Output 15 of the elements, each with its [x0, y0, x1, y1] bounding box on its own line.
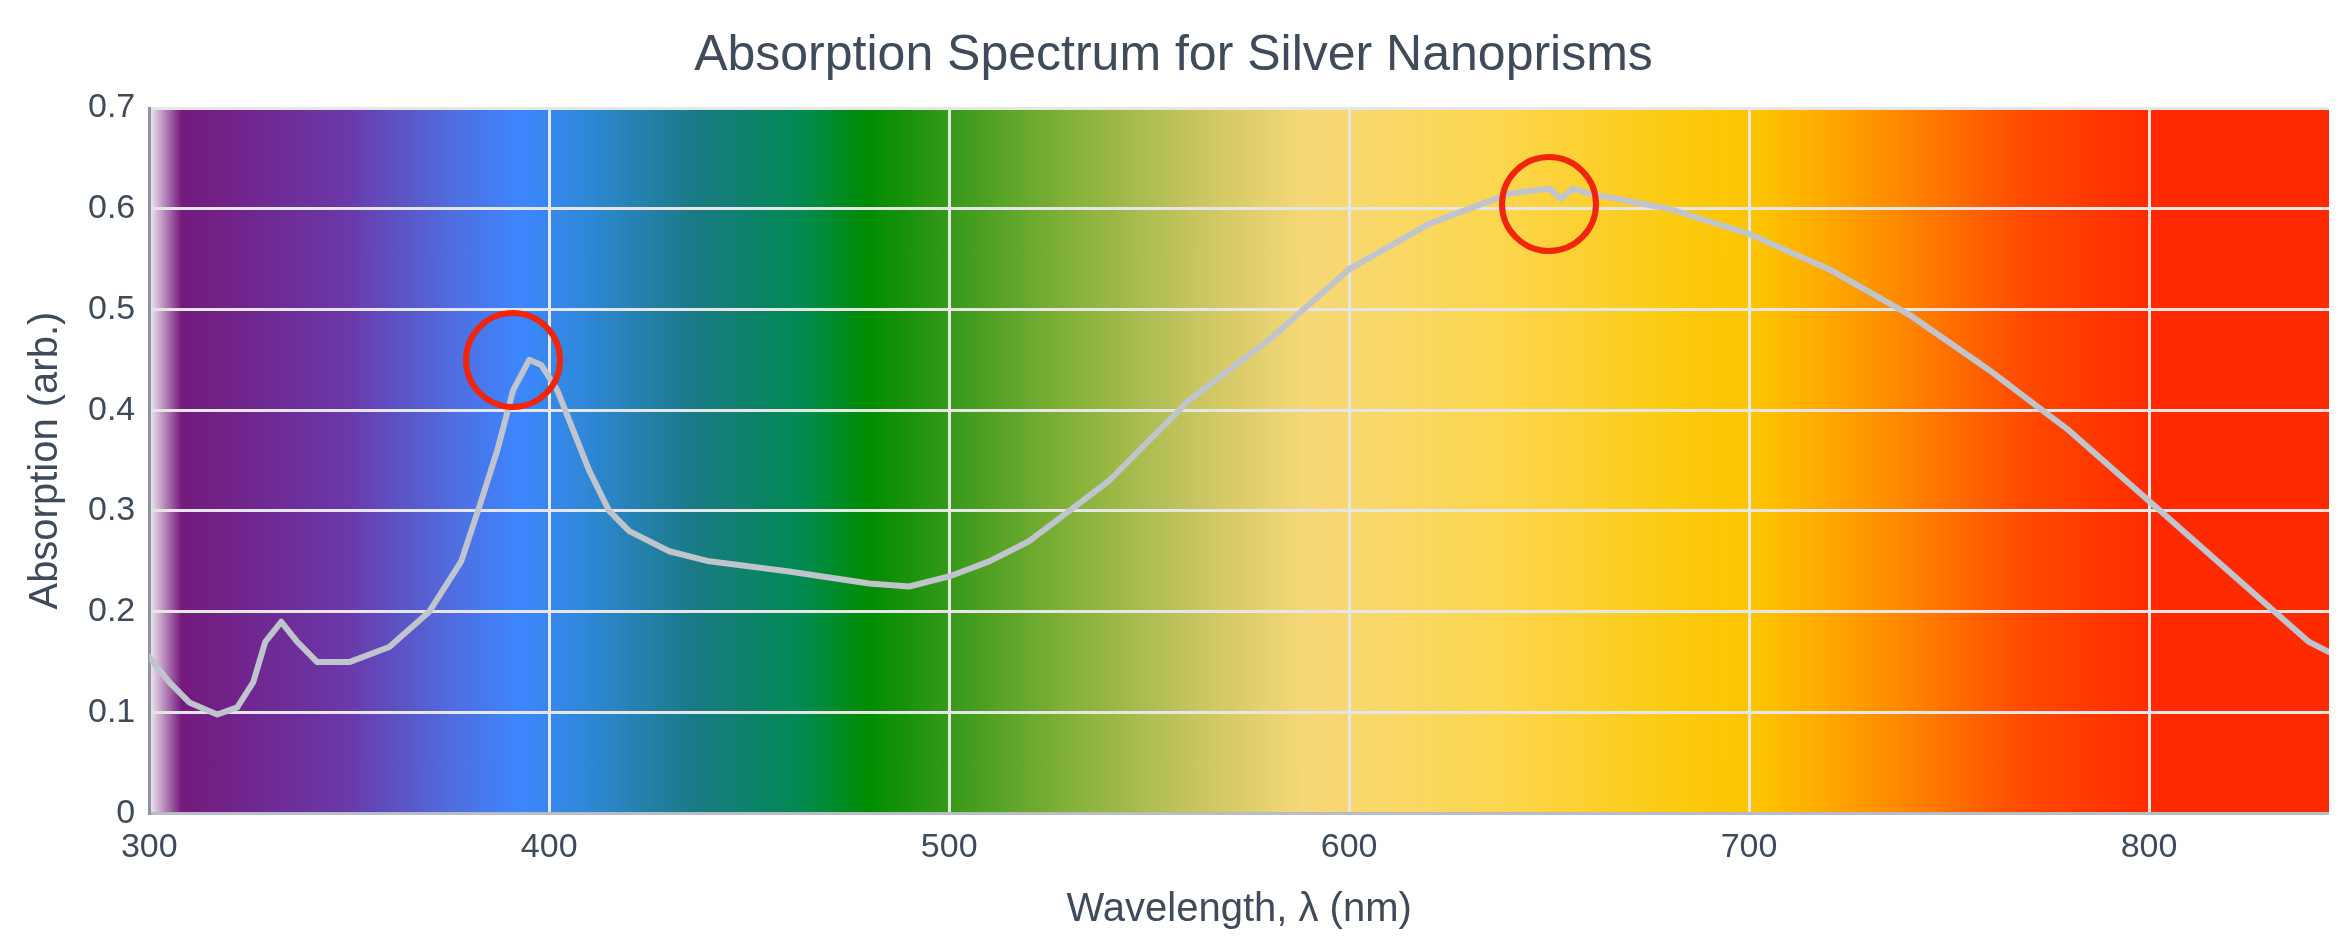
x-tick-label: 400 [520, 825, 578, 864]
y-tick-label: 0.2 [88, 590, 136, 629]
y-tick-label: 0.1 [88, 690, 136, 729]
x-tick-label: 700 [1720, 825, 1778, 864]
y-tick-label: 0.3 [88, 489, 136, 528]
y-tick-label: 0.7 [88, 86, 136, 125]
y-axis-title: Absorption (arb.) [21, 311, 66, 610]
x-axis-title: Wavelength, λ (nm) [1066, 885, 1412, 930]
x-tick-label: 800 [2120, 825, 2178, 864]
x-tick-label: 500 [920, 825, 978, 864]
x-tick-label: 600 [1320, 825, 1378, 864]
y-tick-label: 0.5 [88, 287, 136, 326]
y-tick-label: 0.6 [88, 187, 136, 226]
chart-title: Absorption Spectrum for Silver Nanoprisms [694, 24, 1653, 81]
y-tick-label: 0.4 [88, 388, 136, 427]
